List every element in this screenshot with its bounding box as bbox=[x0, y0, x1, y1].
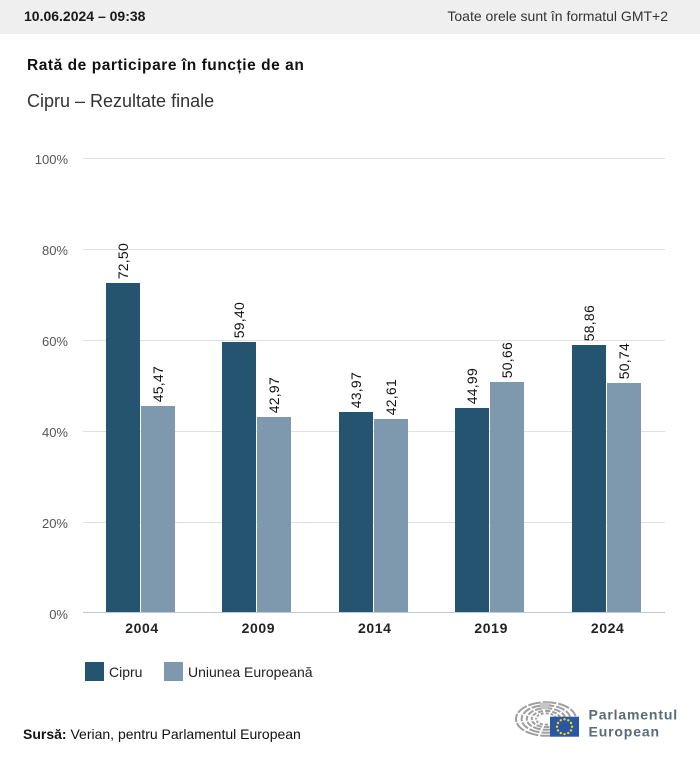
svg-text:European: European bbox=[589, 723, 660, 739]
svg-text:Parlamentul: Parlamentul bbox=[589, 707, 679, 723]
